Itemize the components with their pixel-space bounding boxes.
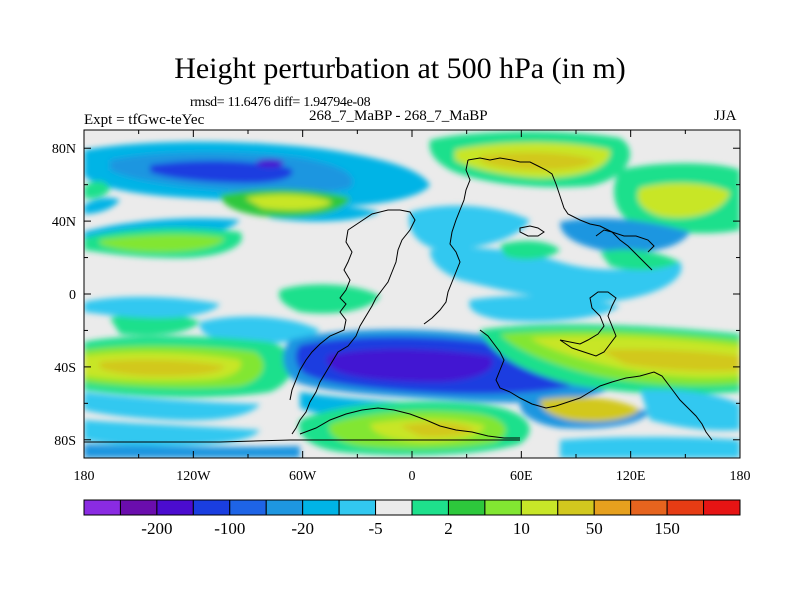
y-tick-label: 40N — [52, 215, 76, 230]
x-tick-label: 120E — [616, 469, 646, 484]
colorbar-label: 50 — [586, 519, 603, 538]
colorbar-swatch — [484, 499, 522, 516]
y-tick-label: 80N — [52, 142, 76, 157]
colorbar-label: -200 — [141, 519, 172, 538]
x-tick-label: 0 — [409, 469, 416, 484]
colorbar-swatch — [192, 499, 231, 516]
colorbar-swatch — [156, 499, 194, 516]
colorbar-swatch — [630, 499, 668, 516]
x-tick-label: 60E — [510, 469, 533, 484]
colorbar-swatch — [83, 499, 121, 516]
colorbar-label: 2 — [444, 519, 453, 538]
x-tick-label: 120W — [176, 469, 211, 484]
colorbar-swatch — [265, 499, 304, 516]
chart-title: Height perturbation at 500 hPa (in m) — [174, 52, 626, 85]
y-tick-label: 80S — [54, 434, 76, 449]
colorbar-label: -5 — [368, 519, 382, 538]
colorbar-swatch — [666, 499, 705, 516]
colorbar-swatch — [520, 499, 559, 516]
colorbar-swatch — [411, 499, 449, 516]
colorbar-swatch — [119, 499, 158, 516]
colorbar-swatch — [703, 499, 741, 516]
colorbar-swatch — [302, 499, 340, 516]
y-tick-label: 40S — [54, 361, 76, 376]
experiment-label: Expt = tfGwc-teYec — [84, 112, 205, 128]
colorbar-swatch — [375, 499, 413, 516]
colorbar-label: 150 — [654, 519, 680, 538]
colorbar-swatch — [593, 499, 632, 516]
colorbar-label: 10 — [513, 519, 530, 538]
x-tick-label: 60W — [289, 469, 317, 484]
y-tick-label: 0 — [69, 288, 76, 303]
x-tick-label: 180 — [730, 469, 751, 484]
colorbar-swatch — [338, 499, 377, 516]
season-label: JJA — [714, 108, 737, 124]
colorbar-label: -20 — [291, 519, 314, 538]
colorbar-swatch — [229, 499, 267, 516]
colorbar-swatch — [447, 499, 486, 516]
colorbar-label: -100 — [214, 519, 245, 538]
contour-fields — [84, 131, 740, 458]
x-tick-label: 180 — [74, 469, 95, 484]
case-label: 268_7_MaBP - 268_7_MaBP — [309, 108, 488, 124]
stats-label: rmsd= 11.6476 diff= 1.94794e-08 — [190, 95, 371, 110]
colorbar-swatch — [557, 499, 595, 516]
